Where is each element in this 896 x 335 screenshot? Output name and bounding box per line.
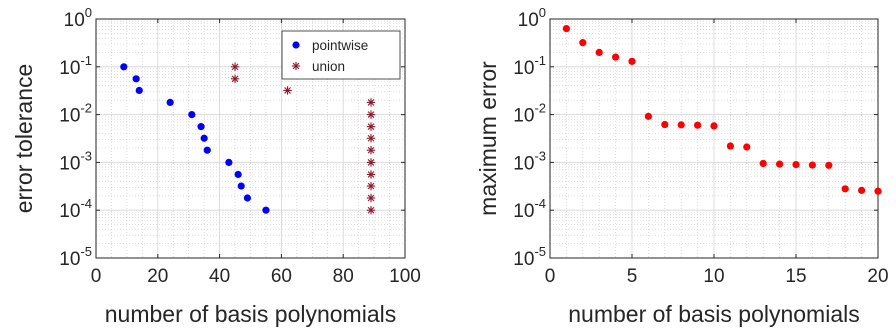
data-point (132, 75, 140, 83)
series-union (230, 62, 376, 215)
data-point (230, 62, 240, 71)
data-point (628, 57, 636, 65)
x-axis-label: number of basis polynomials (105, 301, 396, 327)
data-point (230, 74, 240, 84)
data-point (237, 182, 245, 190)
data-point (197, 123, 205, 131)
data-point (644, 112, 653, 120)
data-point (120, 63, 128, 71)
data-point (776, 160, 784, 168)
data-point (694, 121, 702, 129)
y-tick-label: 10-1 (513, 53, 546, 79)
y-tick-label: 10-2 (59, 101, 92, 127)
data-point (366, 134, 376, 143)
data-point (234, 170, 242, 179)
y-tick-label: 10-4 (513, 196, 546, 222)
data-point (743, 143, 751, 151)
axes-box (95, 18, 406, 259)
x-axis-label: number of basis polynomials (568, 301, 859, 327)
y-tick-label: 10-5 (513, 244, 546, 270)
data-point (188, 111, 196, 119)
chart-maximum-error: 0 5 10 15 20 10-5 10-4 10-3 10-2 10-1 100 number of… (475, 5, 889, 327)
legend-label: union (312, 59, 345, 74)
y-tick-label: 100 (64, 5, 92, 31)
data-point (366, 193, 376, 203)
y-axis-label: maximum error (475, 61, 501, 216)
data-point (759, 159, 767, 168)
data-point (366, 145, 376, 155)
data-point (135, 86, 143, 95)
x-tick-label: 80 (333, 266, 354, 287)
series-pointwise (120, 63, 270, 214)
data-point (792, 160, 800, 169)
data-point (595, 48, 603, 57)
data-point (366, 170, 376, 179)
data-point (203, 146, 211, 154)
data-point (262, 206, 270, 214)
data-point (808, 161, 817, 169)
x-tick-label: 60 (271, 266, 292, 287)
x-tick-label: 15 (785, 266, 806, 287)
chart-error-tolerance: 0 20 40 60 80 100 10-5 10-4 10-3 10-2 10-1 100 numbe… (11, 5, 421, 327)
legend: pointwise union (281, 30, 401, 80)
legend-marker (292, 41, 300, 49)
x-tick-label: 100 (389, 266, 421, 287)
x-tick-label: 40 (209, 266, 230, 287)
data-point (225, 158, 233, 166)
data-point (283, 86, 292, 95)
y-tick-label: 10-2 (513, 101, 546, 127)
data-point (612, 53, 620, 61)
data-point (366, 110, 376, 119)
data-point (200, 134, 208, 142)
y-axis-label: error tolerance (11, 64, 37, 214)
data-point (366, 98, 376, 107)
y-tick-label: 10-5 (59, 244, 92, 270)
y-tick-label: 10-4 (59, 196, 92, 222)
data-point (562, 24, 571, 33)
y-tick-label: 10-3 (513, 148, 546, 174)
y-tick-label: 100 (518, 5, 546, 31)
data-point (366, 181, 376, 191)
data-point (874, 187, 882, 195)
data-point (366, 206, 376, 215)
legend-label: pointwise (312, 38, 368, 53)
x-tick-label: 0 (545, 266, 556, 287)
legend-box (281, 30, 401, 80)
x-tick-label: 20 (867, 266, 888, 287)
x-tick-label: 5 (627, 266, 638, 287)
legend-marker (291, 61, 301, 71)
x-tick-label: 20 (147, 266, 168, 287)
data-point (579, 39, 587, 47)
data-point (166, 98, 174, 106)
data-point (825, 161, 833, 169)
data-point (858, 186, 866, 194)
data-point (661, 120, 669, 129)
data-point (677, 121, 685, 129)
x-tick-label: 10 (703, 266, 724, 287)
y-tick-label: 10-1 (59, 53, 92, 79)
data-point (366, 158, 376, 167)
data-point (726, 142, 735, 150)
data-point (710, 122, 718, 130)
data-point (366, 122, 376, 131)
data-point (841, 185, 849, 193)
y-tick-label: 10-3 (59, 148, 92, 174)
x-tick-label: 0 (91, 266, 102, 287)
data-point (243, 194, 252, 202)
series-maximum-error (562, 24, 882, 195)
